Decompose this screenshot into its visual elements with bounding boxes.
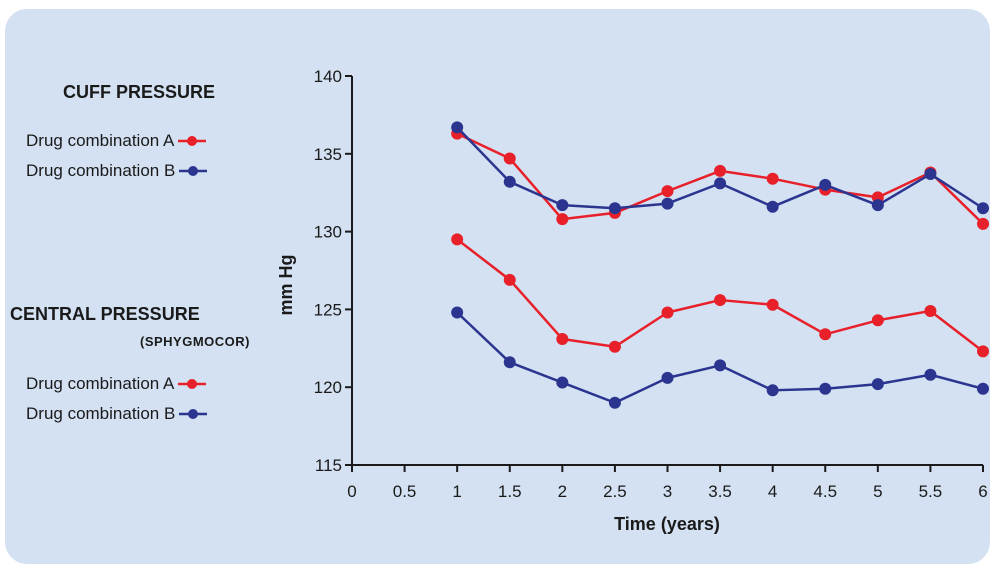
data-point (766, 298, 779, 311)
y-tick-label: 130 (314, 223, 342, 242)
data-point (608, 202, 621, 215)
legend-cuff-a: Drug combination A (26, 131, 207, 151)
data-point (977, 382, 989, 395)
data-point (556, 199, 569, 212)
x-tick-label: 5.5 (919, 482, 943, 501)
data-point (819, 328, 832, 341)
legend-central-b-swatch-icon (179, 409, 208, 419)
data-point (661, 306, 674, 319)
data-point (871, 199, 884, 212)
x-tick-label: 2 (558, 482, 567, 501)
x-tick-label: 1 (452, 482, 461, 501)
x-tick-label: 5 (873, 482, 882, 501)
data-point (819, 178, 832, 191)
x-tick-label: 2.5 (603, 482, 627, 501)
data-point (714, 359, 727, 372)
y-tick-label: 120 (314, 378, 342, 397)
data-point (451, 233, 464, 246)
data-point (714, 177, 727, 190)
data-point (766, 200, 779, 213)
data-point (451, 121, 464, 134)
legend-central-b: Drug combination B (26, 404, 208, 424)
legend-cuff-b-label: Drug combination B (26, 161, 176, 180)
data-point (924, 368, 937, 381)
data-point (608, 396, 621, 409)
y-tick-label: 115 (315, 456, 342, 475)
data-point (766, 384, 779, 397)
x-tick-label: 0.5 (393, 482, 417, 501)
data-point (871, 378, 884, 391)
legend-central-a-label: Drug combination A (26, 374, 175, 393)
cuff-pressure-title: CUFF PRESSURE (63, 82, 216, 102)
chart-axes: 115 120 125 130 135 140 0 0.5 1 1.5 2 2.5 3 3.5 4 4.5 5 5… (314, 67, 988, 501)
data-point (977, 202, 989, 215)
data-point (503, 152, 516, 165)
data-point (661, 371, 674, 384)
data-point (924, 304, 937, 317)
data-point (977, 217, 989, 230)
legend-cuff-b: Drug combination B (26, 161, 208, 181)
x-tick-label: 4 (768, 482, 777, 501)
legend-cuff-b-swatch-icon (179, 166, 208, 176)
series-1 (451, 127, 989, 230)
data-point (714, 164, 727, 177)
data-point (977, 345, 989, 358)
legend-cuff-a-swatch-icon (178, 136, 207, 146)
series-3 (451, 233, 989, 358)
y-tick-label: 125 (314, 300, 342, 319)
data-point (503, 273, 516, 286)
legend-cuff-a-label: Drug combination A (26, 131, 175, 150)
data-point (608, 340, 621, 353)
data-point (556, 332, 569, 345)
y-tick-label: 135 (314, 145, 342, 164)
data-point (924, 168, 937, 181)
x-tick-label: 3.5 (708, 482, 732, 501)
y-axis-label: mm Hg (276, 254, 296, 315)
x-tick-label: 4.5 (813, 482, 837, 501)
data-point (871, 314, 884, 327)
series-4 (451, 306, 989, 409)
data-point (714, 294, 727, 307)
data-point (503, 175, 516, 188)
legend-central-a: Drug combination A (26, 374, 207, 394)
data-point (661, 185, 674, 198)
x-tick-label: 3 (663, 482, 672, 501)
data-point (556, 213, 569, 226)
chart-series (451, 121, 989, 409)
legend-central-b-label: Drug combination B (26, 404, 176, 423)
data-point (819, 382, 832, 395)
central-pressure-title: CENTRAL PRESSURE (10, 304, 200, 324)
series-2 (451, 121, 989, 215)
series-line (456, 311, 984, 405)
central-pressure-subtitle: (SPHYGMOCOR) (140, 334, 250, 349)
data-point (556, 376, 569, 389)
data-point (766, 172, 779, 185)
x-tick-label: 6 (978, 482, 987, 501)
x-tick-label: 0 (347, 482, 356, 501)
data-point (451, 306, 464, 319)
x-axis-label: Time (years) (614, 514, 720, 534)
y-tick-label: 140 (314, 67, 342, 86)
x-tick-label: 1.5 (498, 482, 522, 501)
legend-central-a-swatch-icon (178, 379, 207, 389)
data-point (503, 356, 516, 369)
data-point (661, 197, 674, 210)
